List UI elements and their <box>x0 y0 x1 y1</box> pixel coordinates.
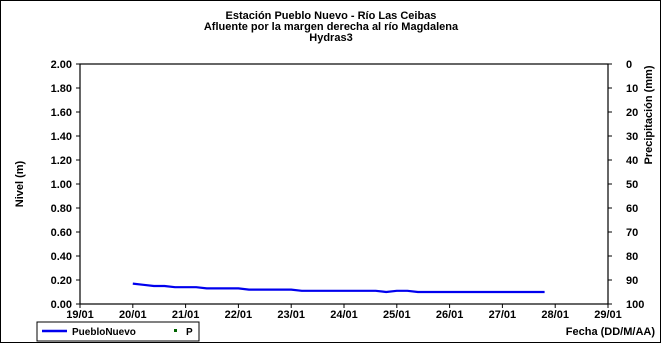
y2-tick-label: 70 <box>626 227 638 239</box>
x-tick-label: 29/01 <box>594 309 622 321</box>
y2-tick-label: 0 <box>626 59 632 71</box>
plot-area <box>79 63 609 305</box>
x-tick-label: 23/01 <box>277 309 305 321</box>
y-tick-label: 1.20 <box>51 155 72 167</box>
y-axis-label: Nivel (m) <box>14 160 26 207</box>
y2-tick-label: 10 <box>626 83 638 95</box>
series-group <box>132 282 545 294</box>
y-tick-label: 1.60 <box>51 107 72 119</box>
y2-axis-label: Precipitación (mm) <box>643 65 655 164</box>
chart-svg: Estación Pueblo Nuevo - Río Las CeibasAf… <box>14 10 656 342</box>
y2-tick-label: 80 <box>626 251 638 263</box>
y-tick-label: 0.40 <box>51 251 72 263</box>
series-line-pueblonuevo <box>132 282 545 294</box>
x-tick-label: 20/01 <box>119 309 147 321</box>
y2-axis-ticks: 0 10 20 30 40 50 60 70 80 90 100 <box>608 59 644 311</box>
legend: PuebloNuevo P <box>36 321 200 342</box>
x-axis-ticks: 19/01 20/01 21/01 22/01 23/01 24/01 25/01 26/01… <box>66 304 622 321</box>
legend-label-p: P <box>186 327 193 338</box>
chart-title-line: Estación Pueblo Nuevo - Río Las Ceibas <box>226 10 437 22</box>
chart-title-line: Afluente por la margen derecha al río Ma… <box>204 21 459 33</box>
y2-tick-label: 90 <box>626 275 638 287</box>
y2-tick-label: 100 <box>626 299 644 311</box>
y-tick-label: 0.60 <box>51 227 72 239</box>
y2-tick-label: 50 <box>626 179 638 191</box>
x-tick-label: 25/01 <box>383 309 411 321</box>
x-tick-label: 28/01 <box>541 309 569 321</box>
legend-swatch-p <box>174 329 177 332</box>
x-tick-label: 27/01 <box>489 309 517 321</box>
y2-tick-label: 60 <box>626 203 638 215</box>
y-tick-label: 1.00 <box>51 179 72 191</box>
y2-tick-label: 20 <box>626 107 638 119</box>
y-tick-label: 0.00 <box>51 299 72 311</box>
x-tick-label: 22/01 <box>225 309 253 321</box>
y-axis-ticks: 2.00 1.80 1.60 1.40 1.20 1.00 0.80 0.60 0.40 0.20… <box>51 59 80 311</box>
x-tick-label: 21/01 <box>172 309 200 321</box>
y-tick-label: 2.00 <box>51 59 72 71</box>
x-tick-label: 26/01 <box>436 309 464 321</box>
chart-title-line: Hydras3 <box>309 32 352 44</box>
legend-box <box>36 321 200 342</box>
y2-tick-label: 30 <box>626 131 638 143</box>
legend-label-pueblonuevo: PuebloNuevo <box>72 327 136 338</box>
y-tick-label: 1.80 <box>51 83 72 95</box>
y2-tick-label: 40 <box>626 155 638 167</box>
x-axis-label: Fecha (DD/M/AA) <box>566 326 656 338</box>
y-tick-label: 1.40 <box>51 131 72 143</box>
chart-title-group: Estación Pueblo Nuevo - Río Las CeibasAf… <box>204 10 459 44</box>
x-tick-label: 24/01 <box>330 309 358 321</box>
y-tick-label: 0.20 <box>51 275 72 287</box>
x-tick-label: 19/01 <box>66 309 94 321</box>
y-tick-label: 0.80 <box>51 203 72 215</box>
